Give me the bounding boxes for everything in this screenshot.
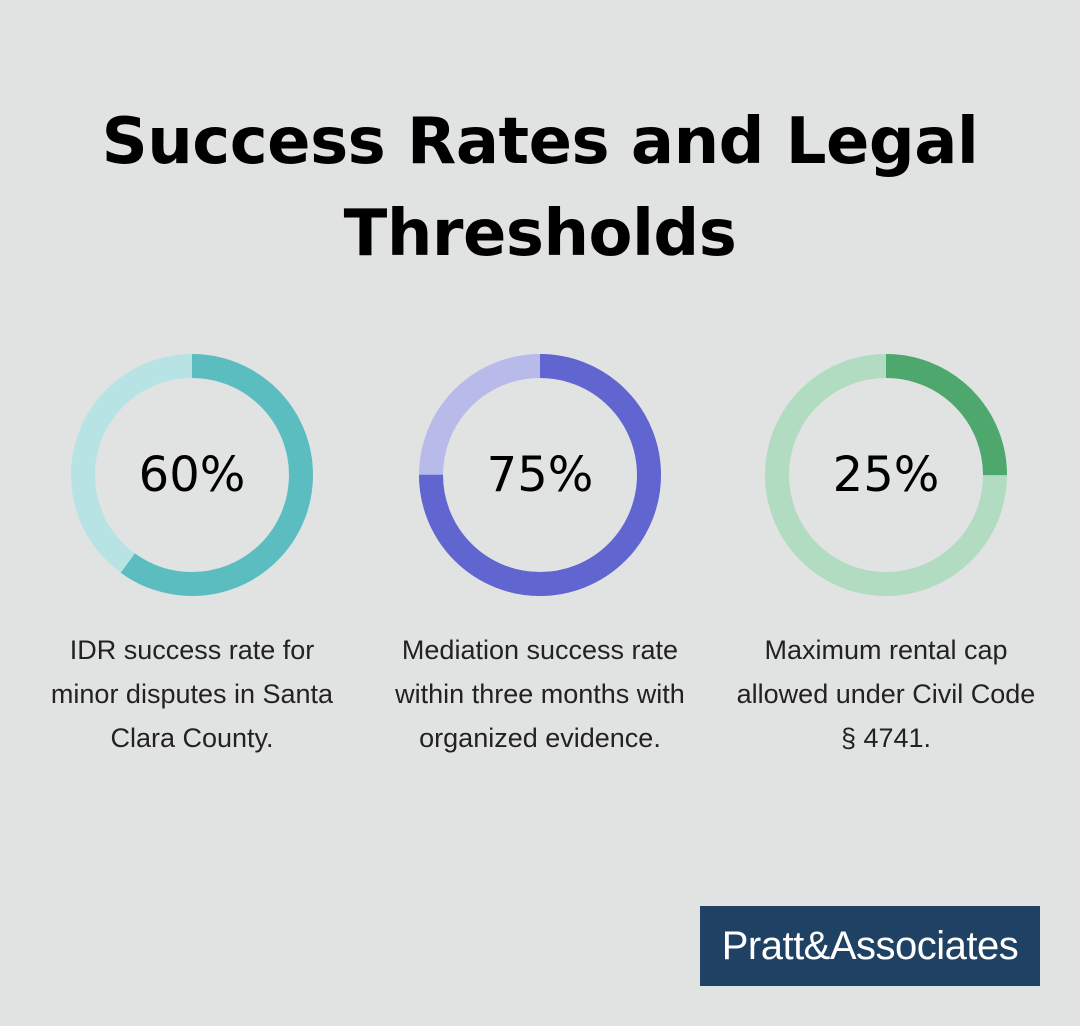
stat-card-rental-cap: 25% Maximum rental cap allowed under Civ… xyxy=(736,354,1036,760)
company-logo: Pratt&Associates xyxy=(700,906,1040,986)
stat-value: 75% xyxy=(486,447,594,503)
stat-value: 25% xyxy=(832,447,940,503)
donut-chart: 25% xyxy=(765,354,1007,596)
stat-description: IDR success rate for minor disputes in S… xyxy=(50,635,334,753)
stat-description: Mediation success rate within three mont… xyxy=(395,635,685,753)
page-title: Success Rates and Legal Thresholds xyxy=(101,105,979,271)
donut-ring-icon xyxy=(71,354,313,596)
stat-description: Maximum rental cap allowed under Civil C… xyxy=(736,635,1036,753)
stat-card-idr: 60% IDR success rate for minor disputes … xyxy=(42,354,342,760)
donut-ring-icon xyxy=(419,354,661,596)
stat-value: 60% xyxy=(138,447,246,503)
donut-chart: 75% xyxy=(419,354,661,596)
stat-card-mediation: 75% Mediation success rate within three … xyxy=(390,354,690,760)
donut-ring-icon xyxy=(765,354,1007,596)
donut-chart: 60% xyxy=(71,354,313,596)
